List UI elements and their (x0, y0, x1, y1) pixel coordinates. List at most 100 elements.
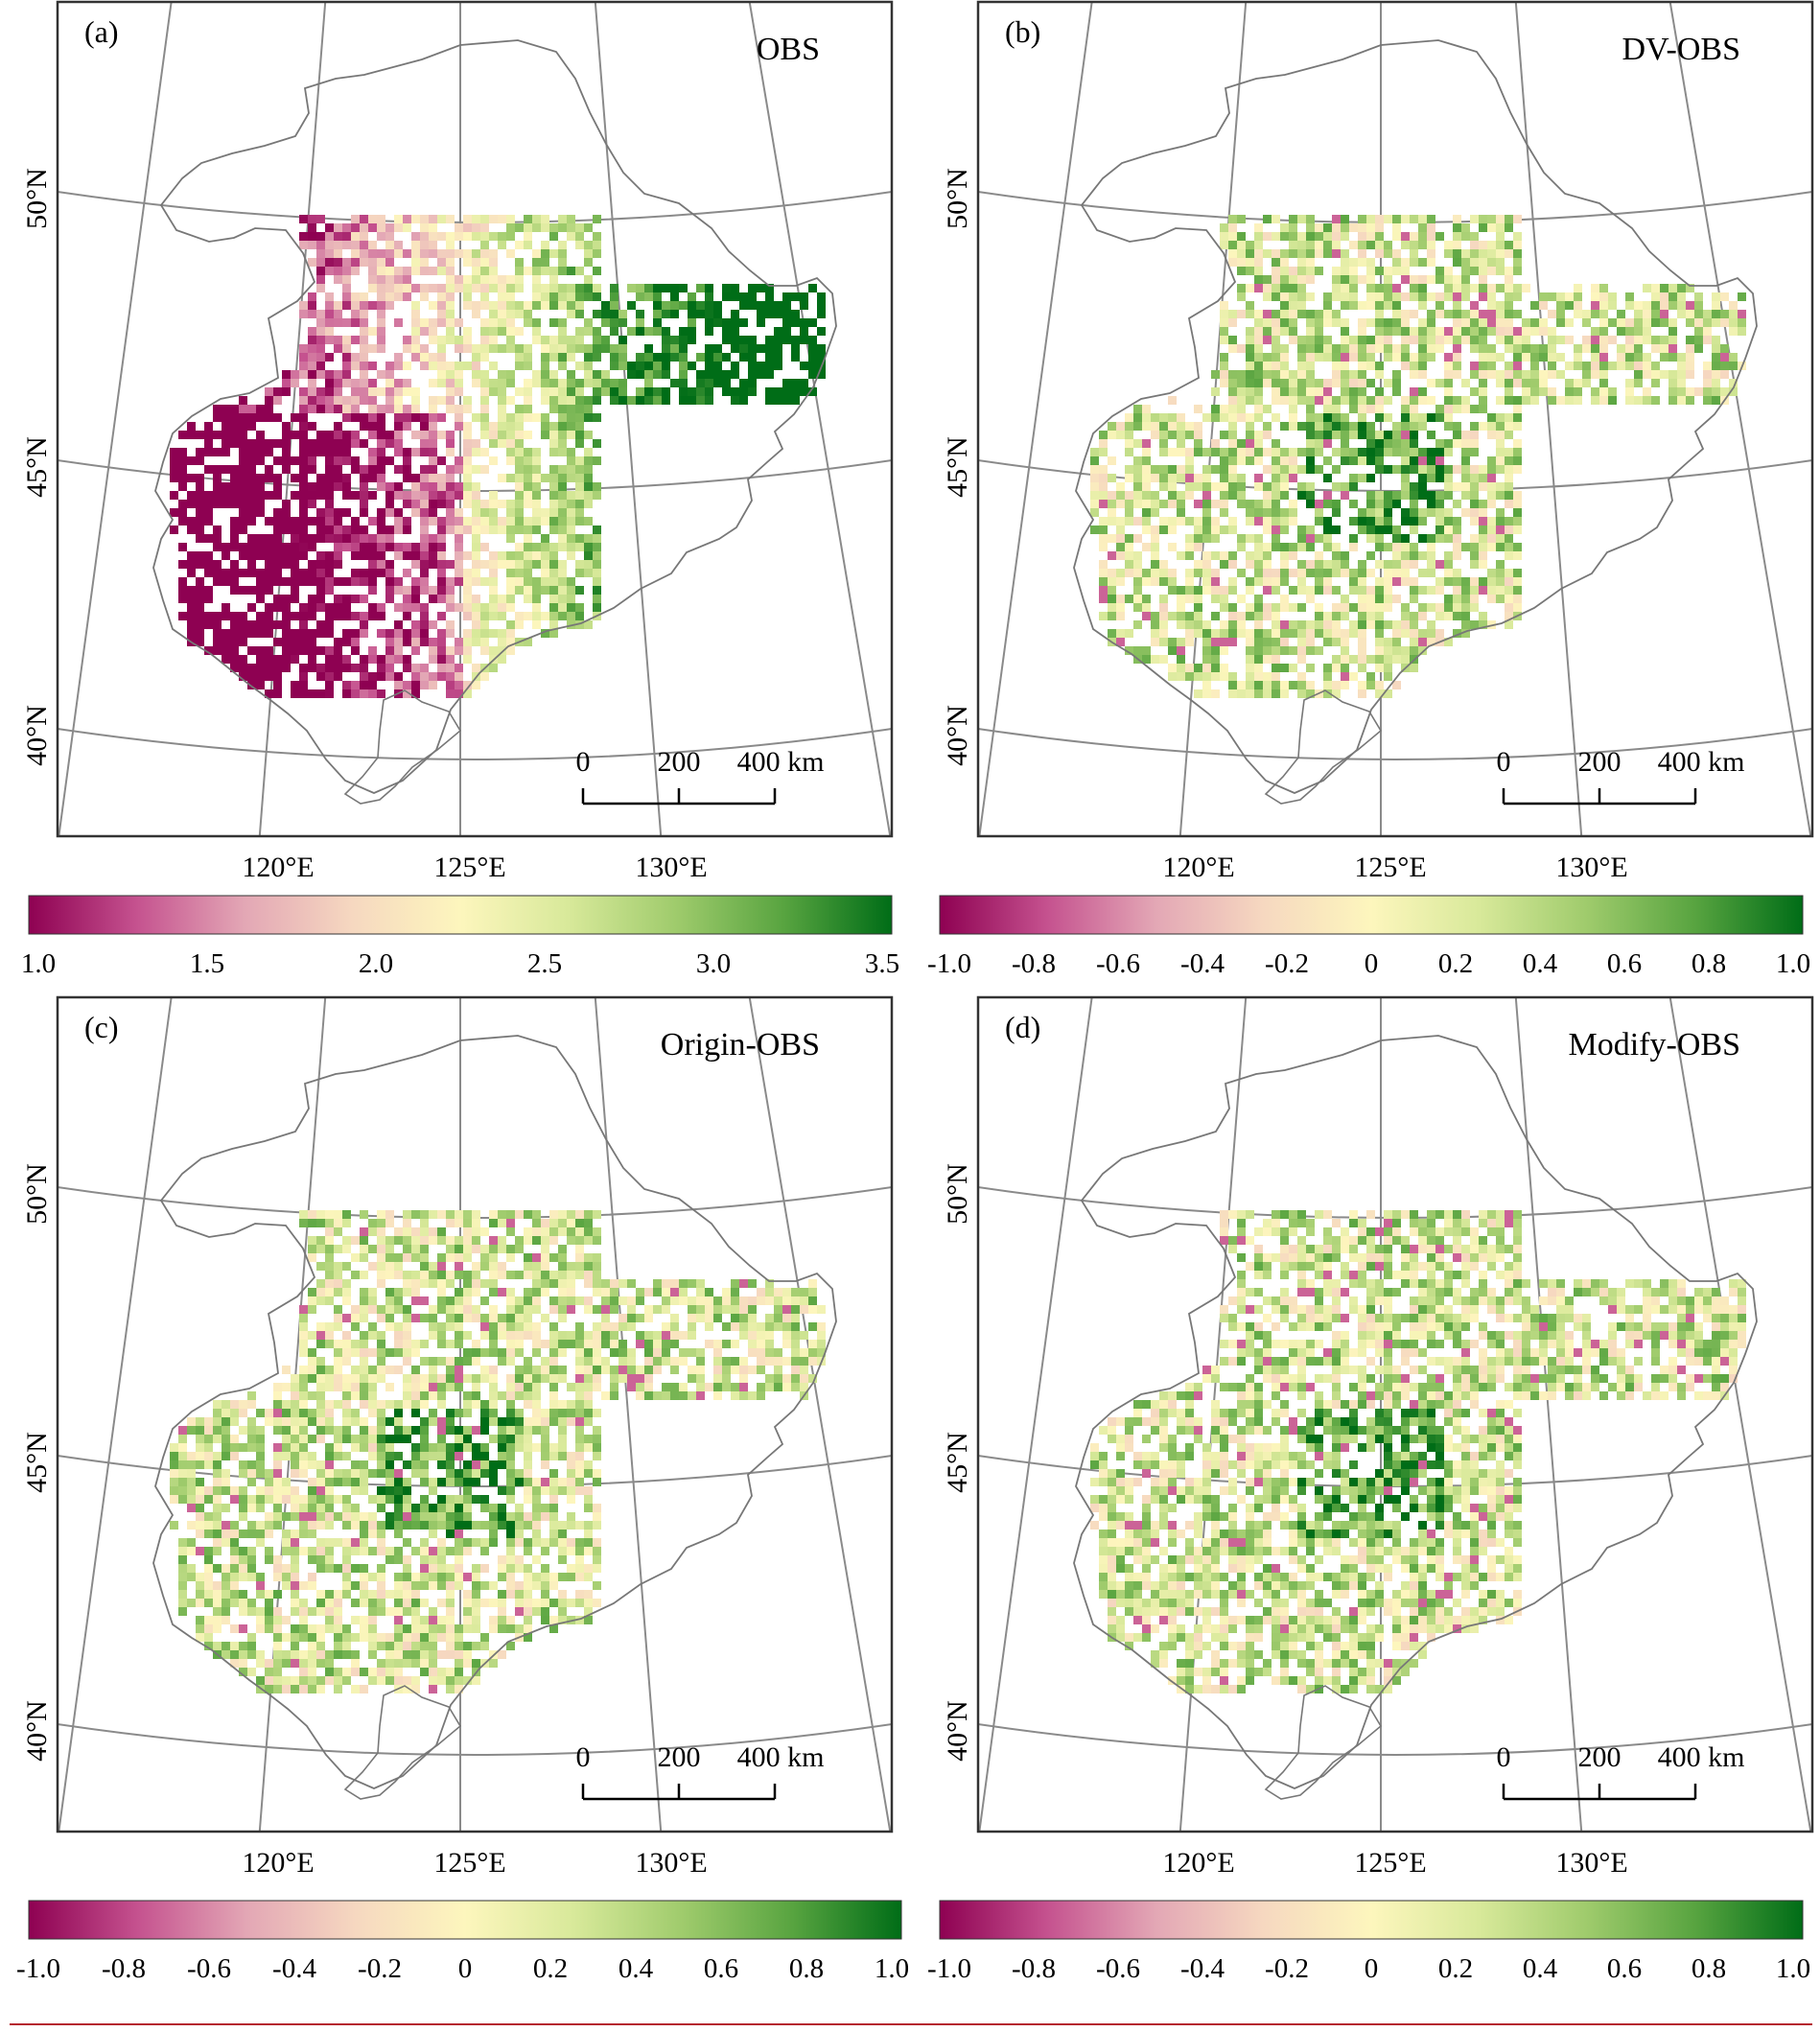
raster-cell (558, 1305, 567, 1314)
raster-cell (1461, 482, 1470, 491)
raster-cell (1280, 508, 1289, 517)
raster-cell (1341, 638, 1349, 646)
raster-cell (480, 543, 489, 551)
raster-cell (1668, 353, 1677, 362)
raster-cell (558, 1253, 567, 1262)
raster-cell (282, 577, 291, 586)
raster-cell (437, 1426, 446, 1435)
raster-cell (446, 379, 455, 387)
raster-cell (1401, 448, 1410, 456)
raster-cell (1720, 292, 1729, 301)
raster-cell (342, 413, 351, 422)
longitude-label: 120°E (242, 852, 314, 883)
raster-cell (472, 362, 480, 370)
raster-cell (1323, 689, 1332, 698)
raster-cell (446, 1383, 455, 1391)
raster-cell (1496, 422, 1505, 431)
raster-cell (1617, 353, 1625, 362)
latitude-label: 45°N (942, 436, 973, 498)
raster-cell (429, 1210, 437, 1219)
raster-cell (1211, 387, 1220, 396)
raster-cell (394, 275, 403, 284)
raster-cell (1703, 379, 1712, 387)
raster-cell (325, 465, 334, 474)
raster-cell (265, 405, 273, 413)
raster-cell (247, 551, 256, 560)
raster-cell (265, 413, 273, 422)
raster-cell (549, 1305, 558, 1314)
raster-cell (1479, 370, 1487, 379)
raster-cell (1375, 215, 1384, 223)
raster-cell (782, 1383, 791, 1391)
raster-cell (360, 1417, 368, 1426)
raster-cell (1384, 336, 1392, 344)
raster-cell (437, 1210, 446, 1219)
raster-cell (1617, 362, 1625, 370)
raster-cell (1358, 474, 1366, 482)
raster-cell (411, 215, 420, 223)
raster-cell (1099, 577, 1108, 586)
raster-cell (472, 1452, 480, 1460)
raster-cell (489, 577, 498, 586)
raster-cell (1401, 431, 1410, 439)
raster-cell (299, 646, 308, 655)
raster-cell (385, 1366, 394, 1374)
raster-cell (420, 517, 429, 526)
raster-cell (463, 1331, 472, 1340)
raster-cell (653, 292, 662, 301)
raster-cell (1332, 629, 1341, 638)
raster-cell (532, 215, 541, 223)
raster-cell (394, 448, 403, 456)
raster-cell (1246, 681, 1254, 689)
raster-cell (722, 1357, 731, 1366)
raster-cell (524, 1391, 532, 1400)
raster-cell (593, 1262, 601, 1271)
raster-cell (187, 1460, 196, 1469)
raster-cell (1453, 612, 1461, 620)
raster-cell (394, 1288, 403, 1296)
raster-cell (1133, 560, 1142, 569)
raster-cell (239, 655, 247, 664)
raster-cell (1461, 292, 1470, 301)
raster-cell (1297, 569, 1306, 577)
raster-cell (817, 310, 826, 318)
raster-cell (1729, 310, 1738, 318)
raster-cell (420, 638, 429, 646)
raster-cell (368, 456, 377, 465)
raster-cell (1479, 405, 1487, 413)
raster-cell (256, 508, 265, 517)
raster-cell (472, 1374, 480, 1383)
raster-cell (1599, 301, 1608, 310)
raster-cell (705, 353, 713, 362)
raster-cell (1306, 681, 1315, 689)
raster-cell (360, 474, 368, 482)
raster-cell (273, 595, 282, 603)
raster-cell (1556, 370, 1565, 379)
raster-cell (1246, 500, 1254, 508)
raster-cell (1410, 284, 1418, 292)
raster-cell (1272, 396, 1280, 405)
raster-cell (299, 577, 308, 586)
raster-cell (558, 1314, 567, 1322)
raster-cell (1168, 586, 1177, 595)
raster-cell (1108, 551, 1116, 560)
raster-cell (1332, 353, 1341, 362)
raster-cell (325, 1383, 334, 1391)
raster-cell (575, 1322, 584, 1331)
raster-cell (688, 318, 696, 327)
raster-cell (739, 1383, 748, 1391)
raster-cell (308, 1210, 316, 1219)
raster-cell (273, 439, 282, 448)
raster-cell (653, 310, 662, 318)
raster-cell (403, 629, 411, 638)
raster-cell (1453, 241, 1461, 249)
raster-cell (187, 1452, 196, 1460)
raster-cell (377, 689, 385, 698)
raster-cell (196, 560, 204, 569)
raster-cell (1254, 284, 1263, 292)
raster-cell (1306, 560, 1315, 569)
raster-cell (1159, 560, 1168, 569)
raster-cell (282, 508, 291, 517)
raster-cell (567, 1417, 575, 1426)
raster-cell (403, 1400, 411, 1409)
